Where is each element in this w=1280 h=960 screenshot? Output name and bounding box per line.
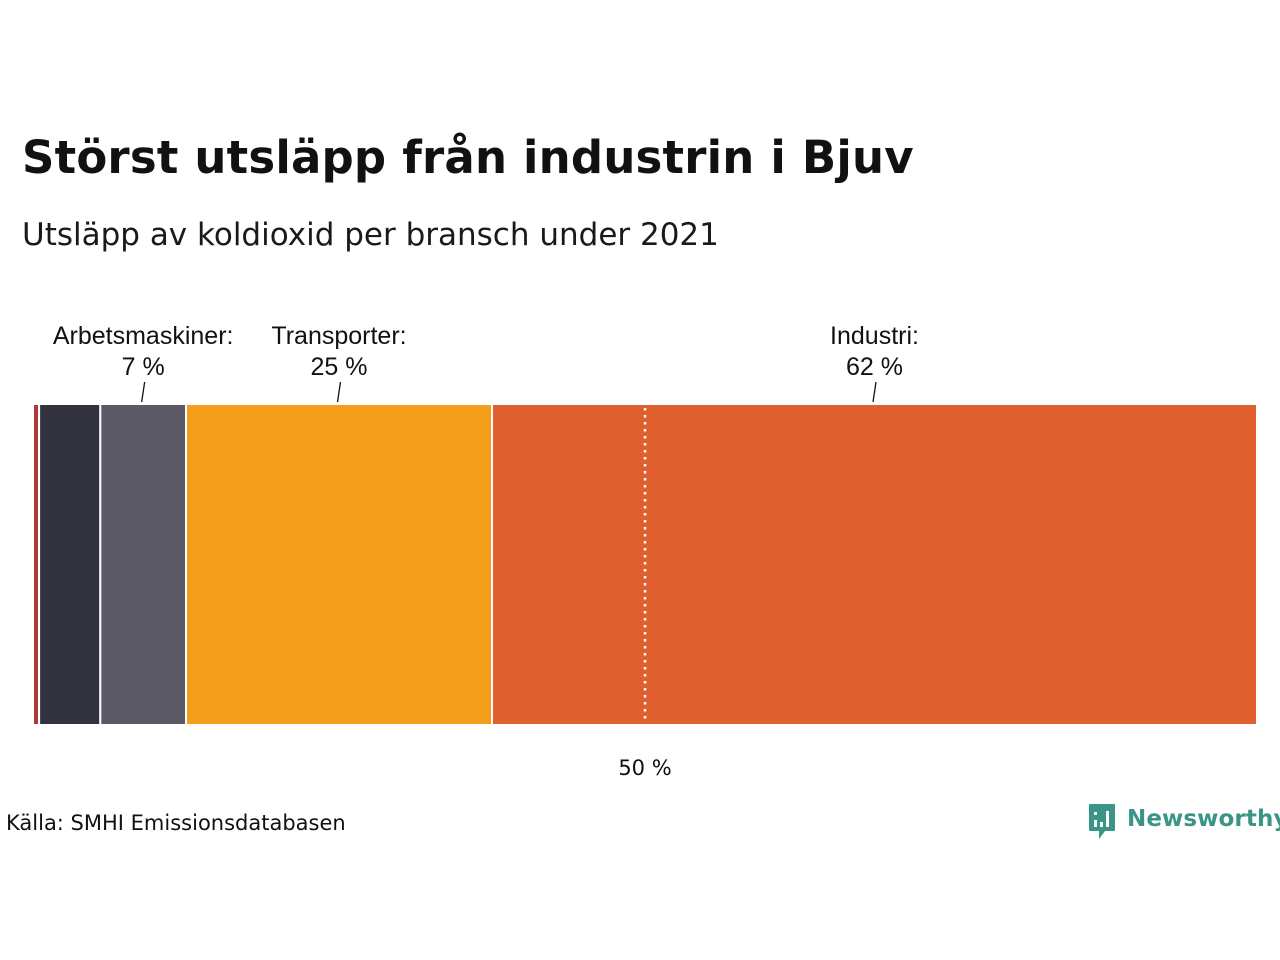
segment-labels: Arbetsmaskiner: 7 % Transporter: 25 % Indust… [53, 322, 919, 403]
segment-value-arbetsmaskiner: 7 % [122, 353, 165, 381]
label-tick-industri [872, 381, 877, 403]
bar-segment-transporter [185, 403, 493, 726]
chart-subtitle: Utsläpp av koldioxid per bransch under 2… [22, 217, 719, 253]
source-note: Källa: SMHI Emissionsdatabasen [6, 811, 346, 835]
segment-name-arbetsmaskiner: Arbetsmaskiner: [53, 322, 234, 350]
reference-line-label: 50 % [618, 756, 671, 780]
bar-segment-industri [491, 403, 1258, 726]
newsworthy-logo-icon [1089, 804, 1115, 839]
newsworthy-logo-text: Newsworthy [1127, 806, 1280, 832]
label-tick-transporter [336, 381, 342, 403]
segment-name-transporter: Transporter: [271, 322, 406, 350]
segment-name-industri: Industri: [830, 322, 919, 350]
label-tick-arbetsmaskiner [141, 381, 146, 403]
chart-title: Störst utsläpp från industrin i Bjuv [22, 131, 914, 184]
stacked-bar-chart: Arbetsmaskiner: 7 % Transporter: 25 % Indust… [32, 322, 1258, 780]
bar-segment-arbetsmaskiner [99, 403, 187, 726]
segment-value-transporter: 25 % [311, 353, 368, 381]
bar-segment-ok-nd [38, 403, 102, 726]
segment-value-industri: 62 % [846, 353, 903, 381]
bar-segments [32, 403, 1258, 726]
newsworthy-logo: Newsworthy [1088, 803, 1280, 841]
